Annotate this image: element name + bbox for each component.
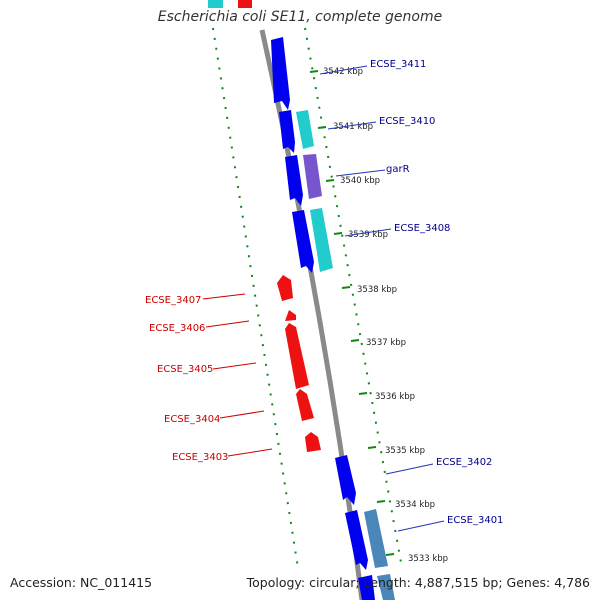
tick-label: 3535 kbp — [385, 446, 425, 456]
tick-mark — [350, 339, 360, 342]
gene-ecse-3405[interactable] — [285, 323, 309, 389]
map-title: Escherichia coli SE11, complete genome — [157, 9, 443, 25]
gene-ecse-3402[interactable] — [335, 455, 356, 505]
tick-mark — [376, 500, 386, 503]
label-leader — [397, 520, 445, 532]
genome-summary-text: Topology: circular; Length: 4,887,515 bp… — [246, 575, 590, 590]
gene-ecse-3408-cyan[interactable] — [310, 208, 333, 272]
gene-label-ecse-3404[interactable]: ECSE_3404 — [164, 414, 220, 425]
tick-label: 3536 kbp — [375, 392, 415, 402]
gene-label-ecse-3408[interactable]: ECSE_3408 — [394, 223, 450, 234]
tick-label: 3538 kbp — [357, 285, 397, 295]
scale-ticks: 3542 kbp 3541 kbp 3540 kbp 3539 kbp 3538… — [309, 67, 448, 564]
tick-mark — [309, 70, 319, 73]
tick-label: 3539 kbp — [348, 230, 388, 240]
gene-label-ecse-3403[interactable]: ECSE_3403 — [172, 452, 228, 463]
gc-track-right — [304, 27, 403, 569]
label-leader — [219, 410, 265, 419]
label-leader — [385, 463, 434, 475]
gene-bottom-blue — [358, 575, 375, 600]
label-leader — [344, 228, 392, 237]
accession-text: Accession: NC_011415 — [10, 575, 153, 590]
gene-label-ecse-3411[interactable]: ECSE_3411 — [370, 59, 426, 70]
gene-label-ecse-3407[interactable]: ECSE_3407 — [145, 295, 201, 306]
tick-mark — [385, 553, 395, 556]
tick-label: 3537 kbp — [366, 338, 406, 348]
gene-ecse-3401-steel[interactable] — [364, 509, 388, 568]
tick-mark — [341, 286, 351, 289]
label-leader — [212, 362, 257, 370]
gene-label-ecse-3410[interactable]: ECSE_3410 — [379, 116, 435, 127]
label-leader — [202, 293, 246, 300]
gene-ecse-3404[interactable] — [296, 389, 314, 421]
label-leader — [335, 169, 386, 177]
gene-clipped-cyan — [208, 0, 223, 8]
tick-mark — [333, 232, 343, 235]
gene-label-garr[interactable]: garR — [386, 164, 410, 175]
tick-label: 3542 kbp — [323, 67, 363, 77]
tick-mark — [358, 392, 368, 395]
gene-ecse-3408-blue[interactable] — [292, 210, 314, 273]
label-leader — [205, 320, 250, 328]
tick-label: 3541 kbp — [333, 122, 373, 132]
gc-track-left — [212, 27, 299, 569]
tick-label: 3540 kbp — [340, 176, 380, 186]
gene-ecse-3403[interactable] — [305, 432, 321, 452]
gene-label-ecse-3401[interactable]: ECSE_3401 — [447, 515, 503, 526]
gene-bottom-steel — [377, 574, 395, 600]
forward-gene-labels: ECSE_3411 ECSE_3410 garR ECSE_3408 ECSE_… — [319, 59, 503, 532]
label-leader — [319, 65, 368, 75]
tick-label: 3533 kbp — [408, 554, 448, 564]
label-leader — [227, 448, 273, 457]
gene-ecse-3411[interactable] — [271, 37, 290, 110]
gene-label-ecse-3406[interactable]: ECSE_3406 — [149, 323, 205, 334]
gene-ecse-3407[interactable] — [277, 275, 293, 301]
tick-label: 3534 kbp — [395, 500, 435, 510]
gene-ecse-3401-blue[interactable] — [345, 510, 368, 570]
gene-label-ecse-3402[interactable]: ECSE_3402 — [436, 457, 492, 468]
gene-garr-purple[interactable] — [303, 154, 322, 199]
label-leader — [327, 121, 377, 130]
gene-garr-blue[interactable] — [285, 155, 303, 206]
gene-label-ecse-3405[interactable]: ECSE_3405 — [157, 364, 213, 375]
gene-ecse-3406[interactable] — [285, 310, 296, 321]
reverse-gene-labels: ECSE_3407 ECSE_3406 ECSE_3405 ECSE_3404 … — [145, 293, 273, 463]
gene-ecse-3410-blue[interactable] — [279, 110, 295, 153]
gene-ecse-3410-cyan[interactable] — [296, 110, 314, 149]
gene-clipped-red — [238, 0, 252, 8]
tick-mark — [367, 446, 377, 449]
tick-mark — [325, 179, 335, 182]
tick-mark — [317, 126, 327, 129]
